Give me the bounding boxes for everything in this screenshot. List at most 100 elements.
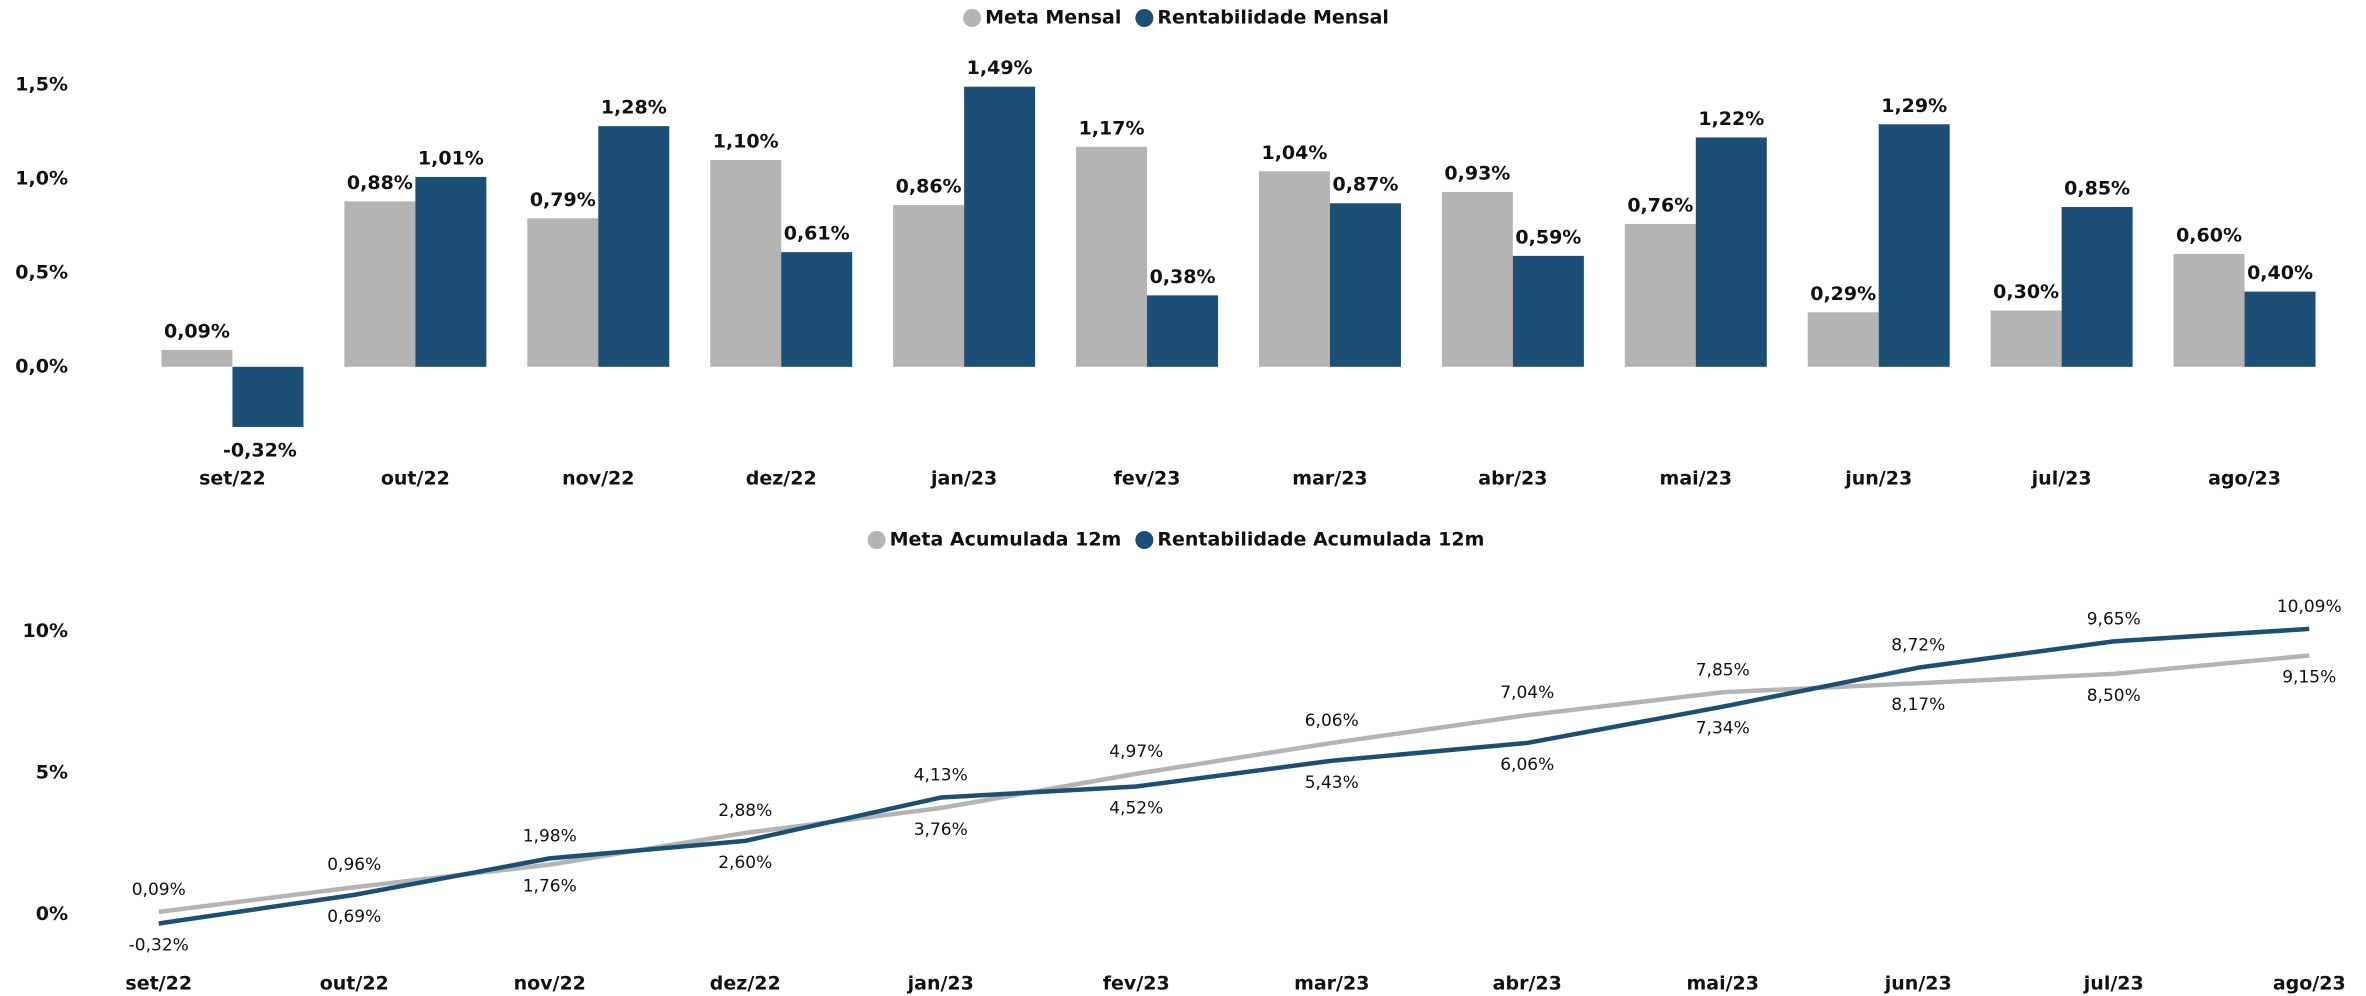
value-label: 9,65% [2087, 609, 2141, 629]
value-label: 0,86% [896, 176, 962, 198]
value-label: 1,01% [418, 147, 484, 169]
value-label: 1,98% [523, 826, 577, 846]
x-tick-label: set/22 [125, 973, 192, 995]
bar [415, 176, 487, 367]
y-tick-label: 0% [36, 903, 68, 925]
value-label: 1,22% [1698, 108, 1764, 130]
value-label: 0,76% [1627, 194, 1693, 216]
bar [527, 218, 599, 367]
bar [1076, 146, 1148, 367]
value-label: 0,09% [132, 880, 186, 900]
value-label: 4,52% [1109, 799, 1163, 819]
value-label: 0,61% [784, 223, 850, 245]
legend-label: Meta Acumulada 12m [890, 529, 1122, 551]
value-label: 7,04% [1500, 683, 1554, 703]
x-tick-label: mar/23 [1292, 468, 1367, 490]
x-tick-label: abr/23 [1493, 973, 1562, 995]
bar [161, 349, 233, 367]
value-label: 2,88% [718, 801, 772, 821]
bar [2061, 207, 2133, 367]
bar [344, 201, 416, 367]
bar [1441, 191, 1513, 367]
bar [2173, 254, 2245, 367]
bar [710, 160, 782, 367]
value-label: 4,97% [1109, 742, 1163, 762]
value-label: 1,29% [1881, 95, 1947, 117]
value-label: 0,59% [1515, 226, 1581, 248]
bar [893, 205, 965, 367]
x-tick-label: out/22 [320, 973, 389, 995]
value-label: 6,06% [1305, 711, 1359, 731]
x-tick-label: jan/23 [930, 468, 997, 490]
value-label: 1,17% [1079, 117, 1145, 139]
bar [2244, 291, 2316, 367]
x-tick-label: fev/23 [1103, 973, 1170, 995]
value-label: 0,79% [530, 189, 596, 211]
bar [232, 366, 304, 427]
y-tick-label: 0,0% [15, 355, 68, 377]
x-tick-label: mai/23 [1686, 973, 1759, 995]
x-tick-label: ago/23 [2208, 468, 2281, 490]
value-label: 0,88% [347, 172, 413, 194]
value-label: 0,40% [2247, 262, 2313, 284]
value-label: 1,28% [601, 97, 667, 119]
x-tick-label: jan/23 [907, 973, 974, 995]
legend-label: Meta Mensal [985, 7, 1121, 29]
value-label: 8,50% [2087, 686, 2141, 706]
legend-marker [1135, 531, 1154, 549]
x-tick-label: mar/23 [1294, 973, 1369, 995]
value-label: 6,06% [1500, 755, 1554, 775]
value-label: 1,49% [967, 57, 1033, 79]
bar [1990, 310, 2062, 367]
value-label: 0,69% [327, 907, 381, 927]
x-tick-label: out/22 [381, 468, 450, 490]
legend: Meta Acumulada 12m Rentabilidade Acumulad… [867, 529, 1484, 551]
value-label: 0,09% [164, 320, 230, 342]
value-label: 7,34% [1696, 719, 1750, 739]
bar [1878, 124, 1950, 367]
line [158, 626, 2310, 926]
x-tick-label: nov/22 [514, 973, 586, 995]
bar [1512, 255, 1584, 367]
value-label: 3,76% [914, 820, 968, 840]
x-tick-label: abr/23 [1478, 468, 1547, 490]
value-label: 0,30% [1993, 281, 2059, 303]
x-tick-label: mai/23 [1660, 468, 1733, 490]
value-label: 8,72% [1891, 636, 1945, 656]
x-tick-label: dez/22 [746, 468, 817, 490]
legend: Meta Mensal Rentabilidade Mensal [963, 7, 1389, 29]
value-label: 0,38% [1150, 266, 1216, 288]
bar [1624, 223, 1696, 367]
legend-marker [1135, 9, 1154, 27]
value-label: 10,09% [2277, 597, 2342, 617]
bar [1258, 171, 1330, 367]
value-label: 0,60% [2176, 225, 2242, 247]
value-label: 9,15% [2282, 667, 2336, 687]
bar [1695, 137, 1767, 367]
value-label: 0,93% [1444, 162, 1510, 184]
y-tick-label: 10% [23, 620, 68, 642]
bar [1329, 203, 1401, 367]
value-label: 1,04% [1261, 142, 1327, 164]
x-tick-label: jul/23 [2083, 973, 2144, 995]
bar [598, 126, 670, 367]
value-label: 0,96% [327, 855, 381, 875]
bar [781, 252, 853, 367]
x-tick-label: nov/22 [562, 468, 634, 490]
value-label: 8,17% [1891, 695, 1945, 715]
x-tick-label: ago/23 [2273, 973, 2346, 995]
value-label: 2,60% [718, 853, 772, 873]
legend-marker [963, 9, 982, 27]
x-tick-label: dez/22 [710, 973, 781, 995]
legend-label: Rentabilidade Acumulada 12m [1157, 529, 1484, 551]
line [158, 653, 2310, 915]
value-label: 0,87% [1332, 174, 1398, 196]
y-tick-label: 1,0% [15, 167, 68, 189]
legend-label: Rentabilidade Mensal [1157, 7, 1389, 29]
value-label: 0,29% [1810, 283, 1876, 305]
bar [1807, 312, 1879, 367]
x-tick-label: fev/23 [1114, 468, 1181, 490]
value-label: 1,10% [713, 131, 779, 153]
x-tick-label: set/22 [199, 468, 266, 490]
